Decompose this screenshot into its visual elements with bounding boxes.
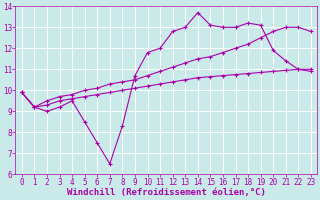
X-axis label: Windchill (Refroidissement éolien,°C): Windchill (Refroidissement éolien,°C) (67, 188, 266, 197)
